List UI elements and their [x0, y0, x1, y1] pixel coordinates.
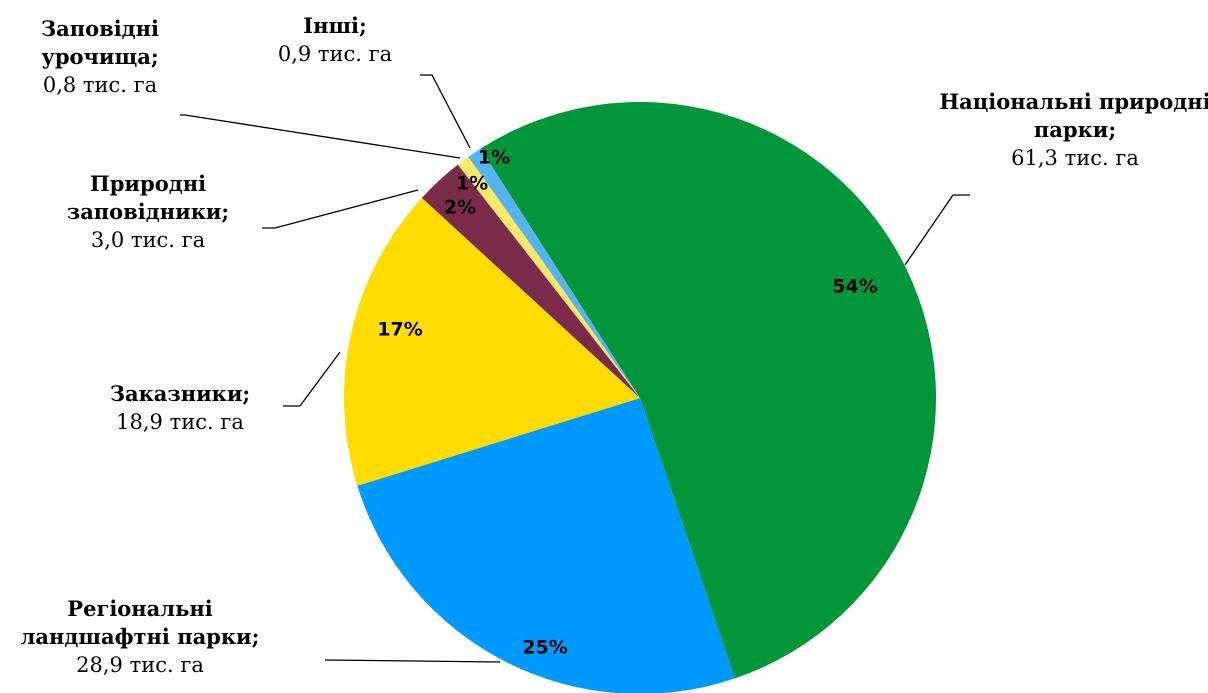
- leader-line: [324, 659, 501, 663]
- slice-name: Інші;: [303, 13, 367, 38]
- slice-value: 61,3 тис. га: [1011, 146, 1139, 170]
- slice-value: 0,8 тис. га: [42, 73, 158, 97]
- leader-lines: [180, 74, 970, 663]
- leader-line: [180, 114, 461, 159]
- slice-name: Регіональні ландшафтні парки;: [20, 596, 260, 649]
- percent-label: 2%: [444, 197, 476, 219]
- slice-name: Національні природні парки;: [939, 89, 1208, 142]
- slice-label: Заказники; 18,9 тис. га: [70, 380, 290, 436]
- slice: [457, 156, 640, 398]
- slice-label: Регіональні ландшафтні парки; 28,9 тис. г…: [0, 595, 290, 679]
- percent-label: 25%: [522, 637, 567, 659]
- leader-line: [420, 74, 471, 149]
- slices: [344, 102, 936, 693]
- slice: [480, 102, 936, 679]
- slice-value: 0,9 тис. га: [277, 42, 393, 66]
- slice: [344, 197, 640, 486]
- slice-name: Природні заповідники;: [66, 171, 230, 224]
- slice-value: 18,9 тис. га: [116, 410, 244, 434]
- leader-line: [262, 189, 419, 229]
- slice: [421, 164, 640, 398]
- slice-label: Заповідні урочища; 0,8 тис. га: [10, 15, 190, 99]
- percent-label: 17%: [377, 319, 422, 341]
- slice-label: Інші; 0,9 тис. га: [235, 12, 435, 68]
- slice: [357, 398, 735, 693]
- percent-label: 1%: [456, 173, 488, 195]
- slice-name: Заказники;: [109, 381, 251, 406]
- percent-label: 1%: [478, 147, 510, 169]
- leader-line: [904, 194, 970, 266]
- percent-label: 54%: [832, 276, 877, 298]
- slice-name: Заповідні урочища;: [40, 16, 160, 69]
- slice-value: 3,0 тис. га: [90, 228, 206, 252]
- leader-line: [283, 351, 341, 407]
- slice-label: Національні природні парки; 61,3 тис. га: [925, 88, 1208, 172]
- slice-value: 28,9 тис. га: [76, 653, 204, 677]
- slice: [468, 148, 640, 398]
- slice-label: Природні заповідники; 3,0 тис. га: [18, 170, 278, 254]
